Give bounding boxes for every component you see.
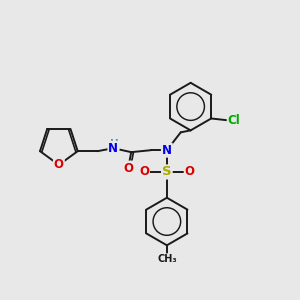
Text: O: O	[123, 161, 133, 175]
Text: N: N	[108, 142, 118, 155]
Text: CH₃: CH₃	[157, 254, 177, 264]
Text: O: O	[185, 166, 195, 178]
Text: H: H	[110, 139, 119, 149]
Text: O: O	[139, 166, 149, 178]
Text: N: N	[162, 144, 172, 157]
Text: O: O	[54, 158, 64, 171]
Text: Cl: Cl	[228, 114, 240, 127]
Text: S: S	[162, 166, 172, 178]
